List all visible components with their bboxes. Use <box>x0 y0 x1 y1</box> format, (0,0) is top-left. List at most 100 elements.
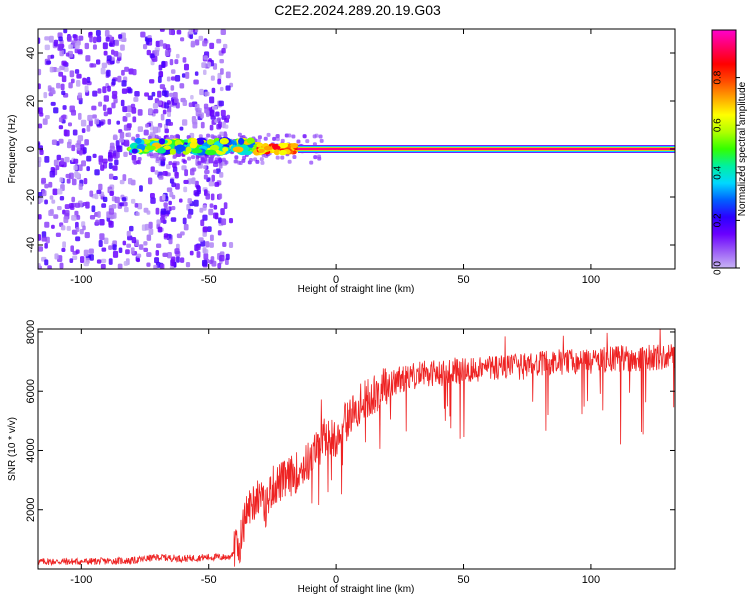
spectrogram-cell <box>157 75 162 83</box>
spectrogram-cell <box>80 119 87 127</box>
spectrogram-cell <box>147 95 153 101</box>
spectrogram-cell <box>78 35 84 41</box>
spectrogram-cell <box>79 228 84 235</box>
spectrogram-cell <box>95 59 101 65</box>
spectrogram-cell <box>44 183 49 189</box>
spectrogram-cell <box>132 69 137 76</box>
spectrogram-cell <box>67 35 72 42</box>
spectrogram-cell <box>211 87 216 94</box>
spectrogram-cell <box>52 188 58 196</box>
spectrogram-cell <box>38 37 41 44</box>
spectrogram-cell <box>159 84 166 90</box>
spectrogram-cell <box>137 109 143 116</box>
spectrogram-cell <box>111 203 117 209</box>
spectrogram-cell <box>118 34 123 39</box>
spectrogram-cell <box>86 166 90 172</box>
spectrogram-cell <box>292 154 297 159</box>
spectrogram-cell <box>160 216 165 223</box>
spectrogram-cell <box>159 156 164 161</box>
spectrogram-cell <box>95 30 101 37</box>
spectrogram-cell <box>197 139 205 145</box>
spectrogram-cell <box>145 123 149 128</box>
spectrogram-cell <box>145 38 150 45</box>
spectrogram-cell <box>209 144 220 151</box>
spectrogram-cell <box>217 157 222 162</box>
spectrogram-cell <box>64 204 70 210</box>
spectrogram-cell <box>192 121 198 129</box>
spectrogram-cell <box>100 67 106 75</box>
spectrogram-cell <box>38 198 43 204</box>
spectrogram-cell <box>209 259 213 265</box>
spectrogram-cell <box>128 68 134 75</box>
spectrogram-cell <box>210 115 216 120</box>
spectrogram-cell <box>38 83 41 90</box>
spectrogram-cell <box>209 242 214 248</box>
spectrogram-cell <box>190 40 195 48</box>
spectrogram-cell <box>59 177 64 183</box>
spectrogram-cell <box>146 210 151 215</box>
spectrogram-cell <box>217 117 221 122</box>
spectrogram-cell <box>160 208 167 215</box>
spectrogram-cell <box>202 247 207 254</box>
spectrogram-cell <box>51 224 55 229</box>
spectrogram-cell <box>124 141 130 147</box>
spectrogram-cell <box>148 221 153 229</box>
spectrogram-cell <box>305 139 310 144</box>
spectrogram-x-axis-label: Height of straight line (km) <box>298 284 415 295</box>
spectrogram-cell <box>201 259 208 267</box>
spectrogram-cell <box>218 100 224 107</box>
spectrogram-cell <box>112 244 117 251</box>
spectrogram-cell <box>89 214 96 220</box>
spectrogram-cell <box>122 106 128 113</box>
spectrogram-cell <box>149 152 154 157</box>
spectrogram-cell <box>82 149 86 155</box>
spectrogram-cell <box>57 206 62 211</box>
spectrogram-cell <box>38 160 41 168</box>
spectrogram-cell <box>200 112 204 119</box>
spectrogram-cell <box>81 160 86 167</box>
spectrogram-cell <box>185 261 191 268</box>
spectrogram-cell <box>169 148 177 155</box>
spectrogram-cell <box>50 54 55 59</box>
spectrogram-cell <box>58 125 64 130</box>
spectrogram-cell <box>143 129 149 136</box>
spectrogram-cell <box>233 159 238 164</box>
spectrogram-cell <box>157 226 163 233</box>
spectrogram-cell <box>155 159 160 164</box>
spectrogram-cell <box>84 85 89 93</box>
spectrogram-cell <box>137 203 143 210</box>
spectrogram-cell <box>131 136 136 141</box>
spectrogram-cell <box>185 146 192 154</box>
spectrogram-cell <box>107 118 112 125</box>
spectrogram-cell <box>210 75 215 81</box>
spectrogram-cell <box>117 75 122 83</box>
spectrogram-cell <box>313 155 318 160</box>
spectrogram-cell <box>172 92 178 99</box>
spectrogram-cell <box>188 29 194 35</box>
spectrogram-cell <box>158 175 164 180</box>
spectrogram-cell <box>146 252 152 258</box>
spectrogram-cell <box>151 91 156 97</box>
spectrogram-cell <box>70 245 74 253</box>
spectrogram-cell <box>45 114 50 120</box>
spectrogram-cell <box>66 141 72 149</box>
spectrogram-cell <box>209 124 214 131</box>
spectrogram-cell <box>168 238 173 245</box>
spectrogram-cell <box>209 110 215 117</box>
spectrogram-cell <box>97 88 102 94</box>
spectrogram-cell <box>48 35 54 43</box>
spectrogram-cell <box>191 155 196 160</box>
x-tick-label: 0 <box>333 274 339 286</box>
spectrogram-cell <box>275 134 280 139</box>
spectrogram-cell <box>255 159 260 164</box>
spectrogram-panel: -100 -50 0 50 100 -40 -20 0 20 40 Height of stra… <box>7 28 676 295</box>
spectrogram-cell <box>194 39 200 46</box>
spectrogram-cell <box>212 63 218 70</box>
spectrogram-cell <box>220 218 227 226</box>
spectrogram-cell <box>86 76 91 83</box>
colorbar-label: Normalized spectral amplitude <box>737 81 748 216</box>
spectrogram-cell <box>280 155 285 160</box>
spectrogram-cell <box>125 113 131 118</box>
spectrogram-cell <box>204 169 210 174</box>
spectrogram-cell <box>175 133 180 138</box>
